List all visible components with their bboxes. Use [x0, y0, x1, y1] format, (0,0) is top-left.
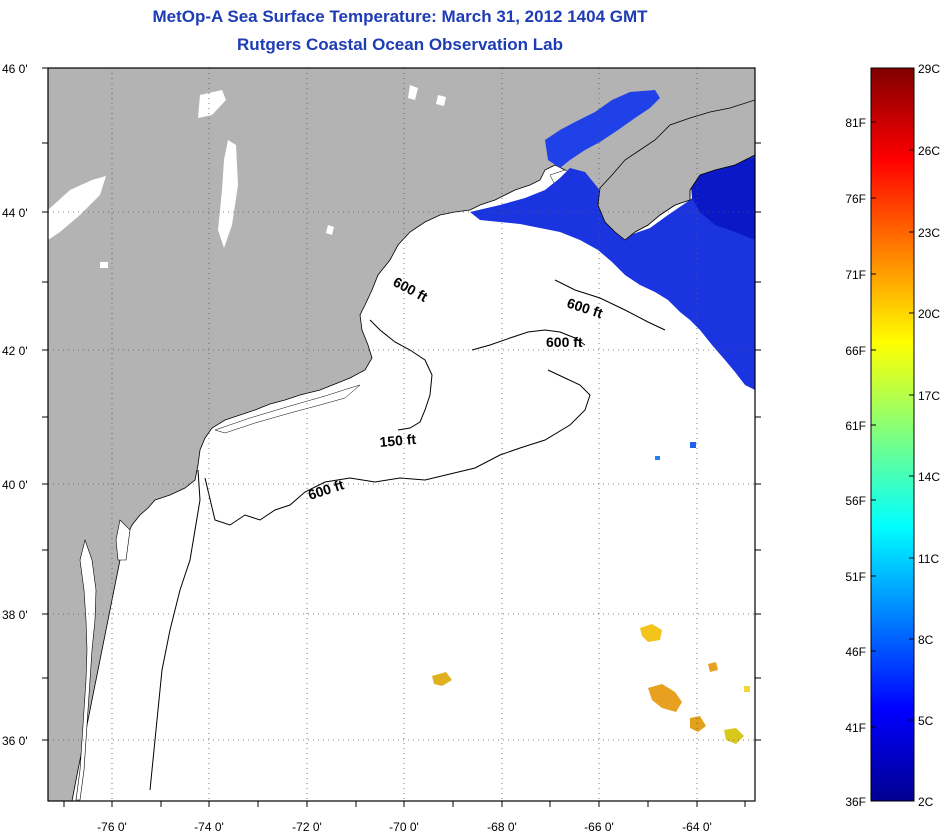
- lat-label: 40 0': [2, 478, 28, 492]
- lon-label: -66 0': [584, 820, 614, 834]
- colorbar-celsius-label: 20C: [918, 307, 940, 321]
- inland-lake: [326, 225, 334, 235]
- colorbar-ticks: [871, 67, 914, 728]
- map-subtitle: Rutgers Coastal Ocean Observation Lab: [237, 35, 563, 54]
- sst-cold-water-upper: [545, 90, 660, 168]
- nova-scotia: [597, 99, 755, 241]
- lat-label: 36 0': [2, 734, 28, 748]
- contour-label: 150 ft: [379, 431, 417, 450]
- lon-label: -68 0': [487, 820, 517, 834]
- lon-label: -72 0': [292, 820, 322, 834]
- inland-lake: [408, 85, 418, 100]
- chesapeake-bay: [75, 538, 97, 801]
- lat-label: 42 0': [2, 344, 28, 358]
- colorbar-celsius-label: 5C: [918, 714, 934, 728]
- lat-label: 38 0': [2, 608, 28, 622]
- colorbar-celsius-label: 11C: [918, 552, 939, 566]
- long-island-sound: [214, 384, 361, 434]
- lat-label: 44 0': [2, 206, 28, 220]
- colorbar: [870, 67, 915, 802]
- lake-champlain: [218, 140, 238, 248]
- colorbar-fahrenheit-label: 66F: [845, 344, 866, 358]
- inland-lake: [436, 95, 446, 106]
- inland-lake: [198, 90, 226, 118]
- bathymetry-contours: [149, 279, 666, 791]
- inland-lake: [100, 262, 108, 268]
- lake-ontario: [48, 176, 106, 240]
- contour-label: 600 ft: [546, 334, 583, 350]
- colorbar-fahrenheit-label: 41F: [845, 721, 866, 735]
- lon-label: -64 0': [682, 820, 712, 834]
- colorbar-fahrenheit-label: 76F: [845, 192, 866, 206]
- colorbar-fahrenheit-label: 81F: [845, 116, 866, 130]
- lon-label: -70 0': [389, 820, 419, 834]
- axis-ticks: [42, 67, 761, 807]
- colorbar-celsius-label: 8C: [918, 633, 934, 647]
- colorbar-fahrenheit-label: 71F: [845, 268, 866, 282]
- colorbar-celsius-label: 17C: [918, 389, 940, 403]
- lat-label: 46 0': [2, 62, 28, 76]
- colorbar-celsius-label: 2C: [918, 795, 934, 809]
- colorbar-fahrenheit-label: 46F: [845, 645, 866, 659]
- lon-label: -76 0': [97, 820, 127, 834]
- colorbar-fahrenheit-label: 36F: [845, 795, 866, 809]
- map-frame: [47, 67, 756, 802]
- colorbar-celsius-label: 26C: [918, 144, 940, 158]
- lon-label: -74 0': [194, 820, 224, 834]
- map-title: MetOp-A Sea Surface Temperature: March 3…: [152, 7, 648, 26]
- colorbar-fahrenheit-label: 56F: [845, 494, 866, 508]
- colorbar-celsius-label: 29C: [918, 62, 940, 76]
- sst-cold-water-north: [470, 155, 755, 390]
- colorbar-celsius-label: 14C: [918, 470, 940, 484]
- delaware-bay: [115, 519, 131, 561]
- grid-lines: [48, 68, 755, 801]
- colorbar-fahrenheit-label: 51F: [845, 570, 866, 584]
- colorbar-celsius-label: 23C: [918, 226, 940, 240]
- colorbar-fahrenheit-label: 61F: [845, 419, 866, 433]
- sst-deep-blue: [690, 158, 755, 240]
